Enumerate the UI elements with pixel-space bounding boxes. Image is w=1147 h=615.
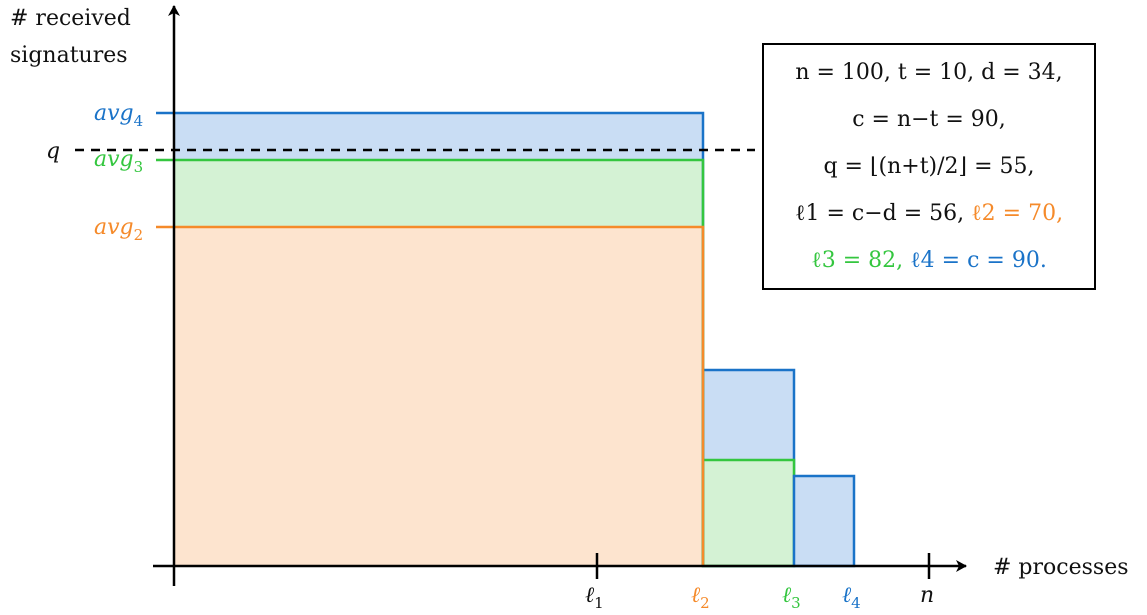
l4-definition: ℓ4 = c = 90. (910, 248, 1047, 273)
l4-subscript: 4 (851, 594, 861, 612)
parameters-box: n = 100, t = 10, d = 34, c = n−t = 90, q… (762, 43, 1096, 290)
avg4-subscript: 4 (134, 112, 144, 130)
l3-subscript: 3 (791, 594, 801, 612)
l1-label: ℓ1 (585, 583, 604, 612)
l2-definition: ℓ2 = 70, (971, 201, 1064, 226)
l1-subscript: 1 (594, 594, 604, 612)
avg2-outline (156, 225, 705, 566)
l2-label: ℓ2 (691, 583, 710, 612)
params-line-4: ℓ1 = c−d = 56, ℓ2 = 70, (795, 190, 1063, 237)
y-axis-label-line2: signatures (10, 43, 128, 68)
params-line-3: q = ⌊(n+t)/2⌋ = 55, (823, 154, 1035, 179)
l3-label: ℓ3 (782, 583, 801, 612)
l2-subscript: 2 (700, 594, 710, 612)
green-bar-l2-l3 (701, 458, 796, 568)
avg2-label: avg2 (94, 215, 143, 244)
avg2-region-fill (174, 227, 703, 566)
blue-bar-l3-l4 (792, 474, 856, 568)
params-line-2: c = n−t = 90, (852, 107, 1006, 132)
y-axis-label-line1: # received (10, 6, 131, 31)
x-axis-label: # processes (993, 555, 1129, 580)
avg4-label: avg4 (94, 101, 143, 130)
avg3-subscript: 3 (134, 158, 144, 176)
avg3-label: avg3 (94, 147, 143, 176)
params-line-5: ℓ3 = 82, ℓ4 = c = 90. (811, 237, 1047, 284)
params-line-1: n = 100, t = 10, d = 34, (795, 60, 1063, 85)
l4-label: ℓ4 (842, 583, 861, 612)
q-label: q (46, 139, 60, 164)
avg2-subscript: 2 (134, 226, 144, 244)
n-label: n (920, 583, 934, 608)
l1-definition: ℓ1 = c−d = 56, (794, 201, 965, 226)
l3-definition: ℓ3 = 82, (811, 248, 904, 273)
